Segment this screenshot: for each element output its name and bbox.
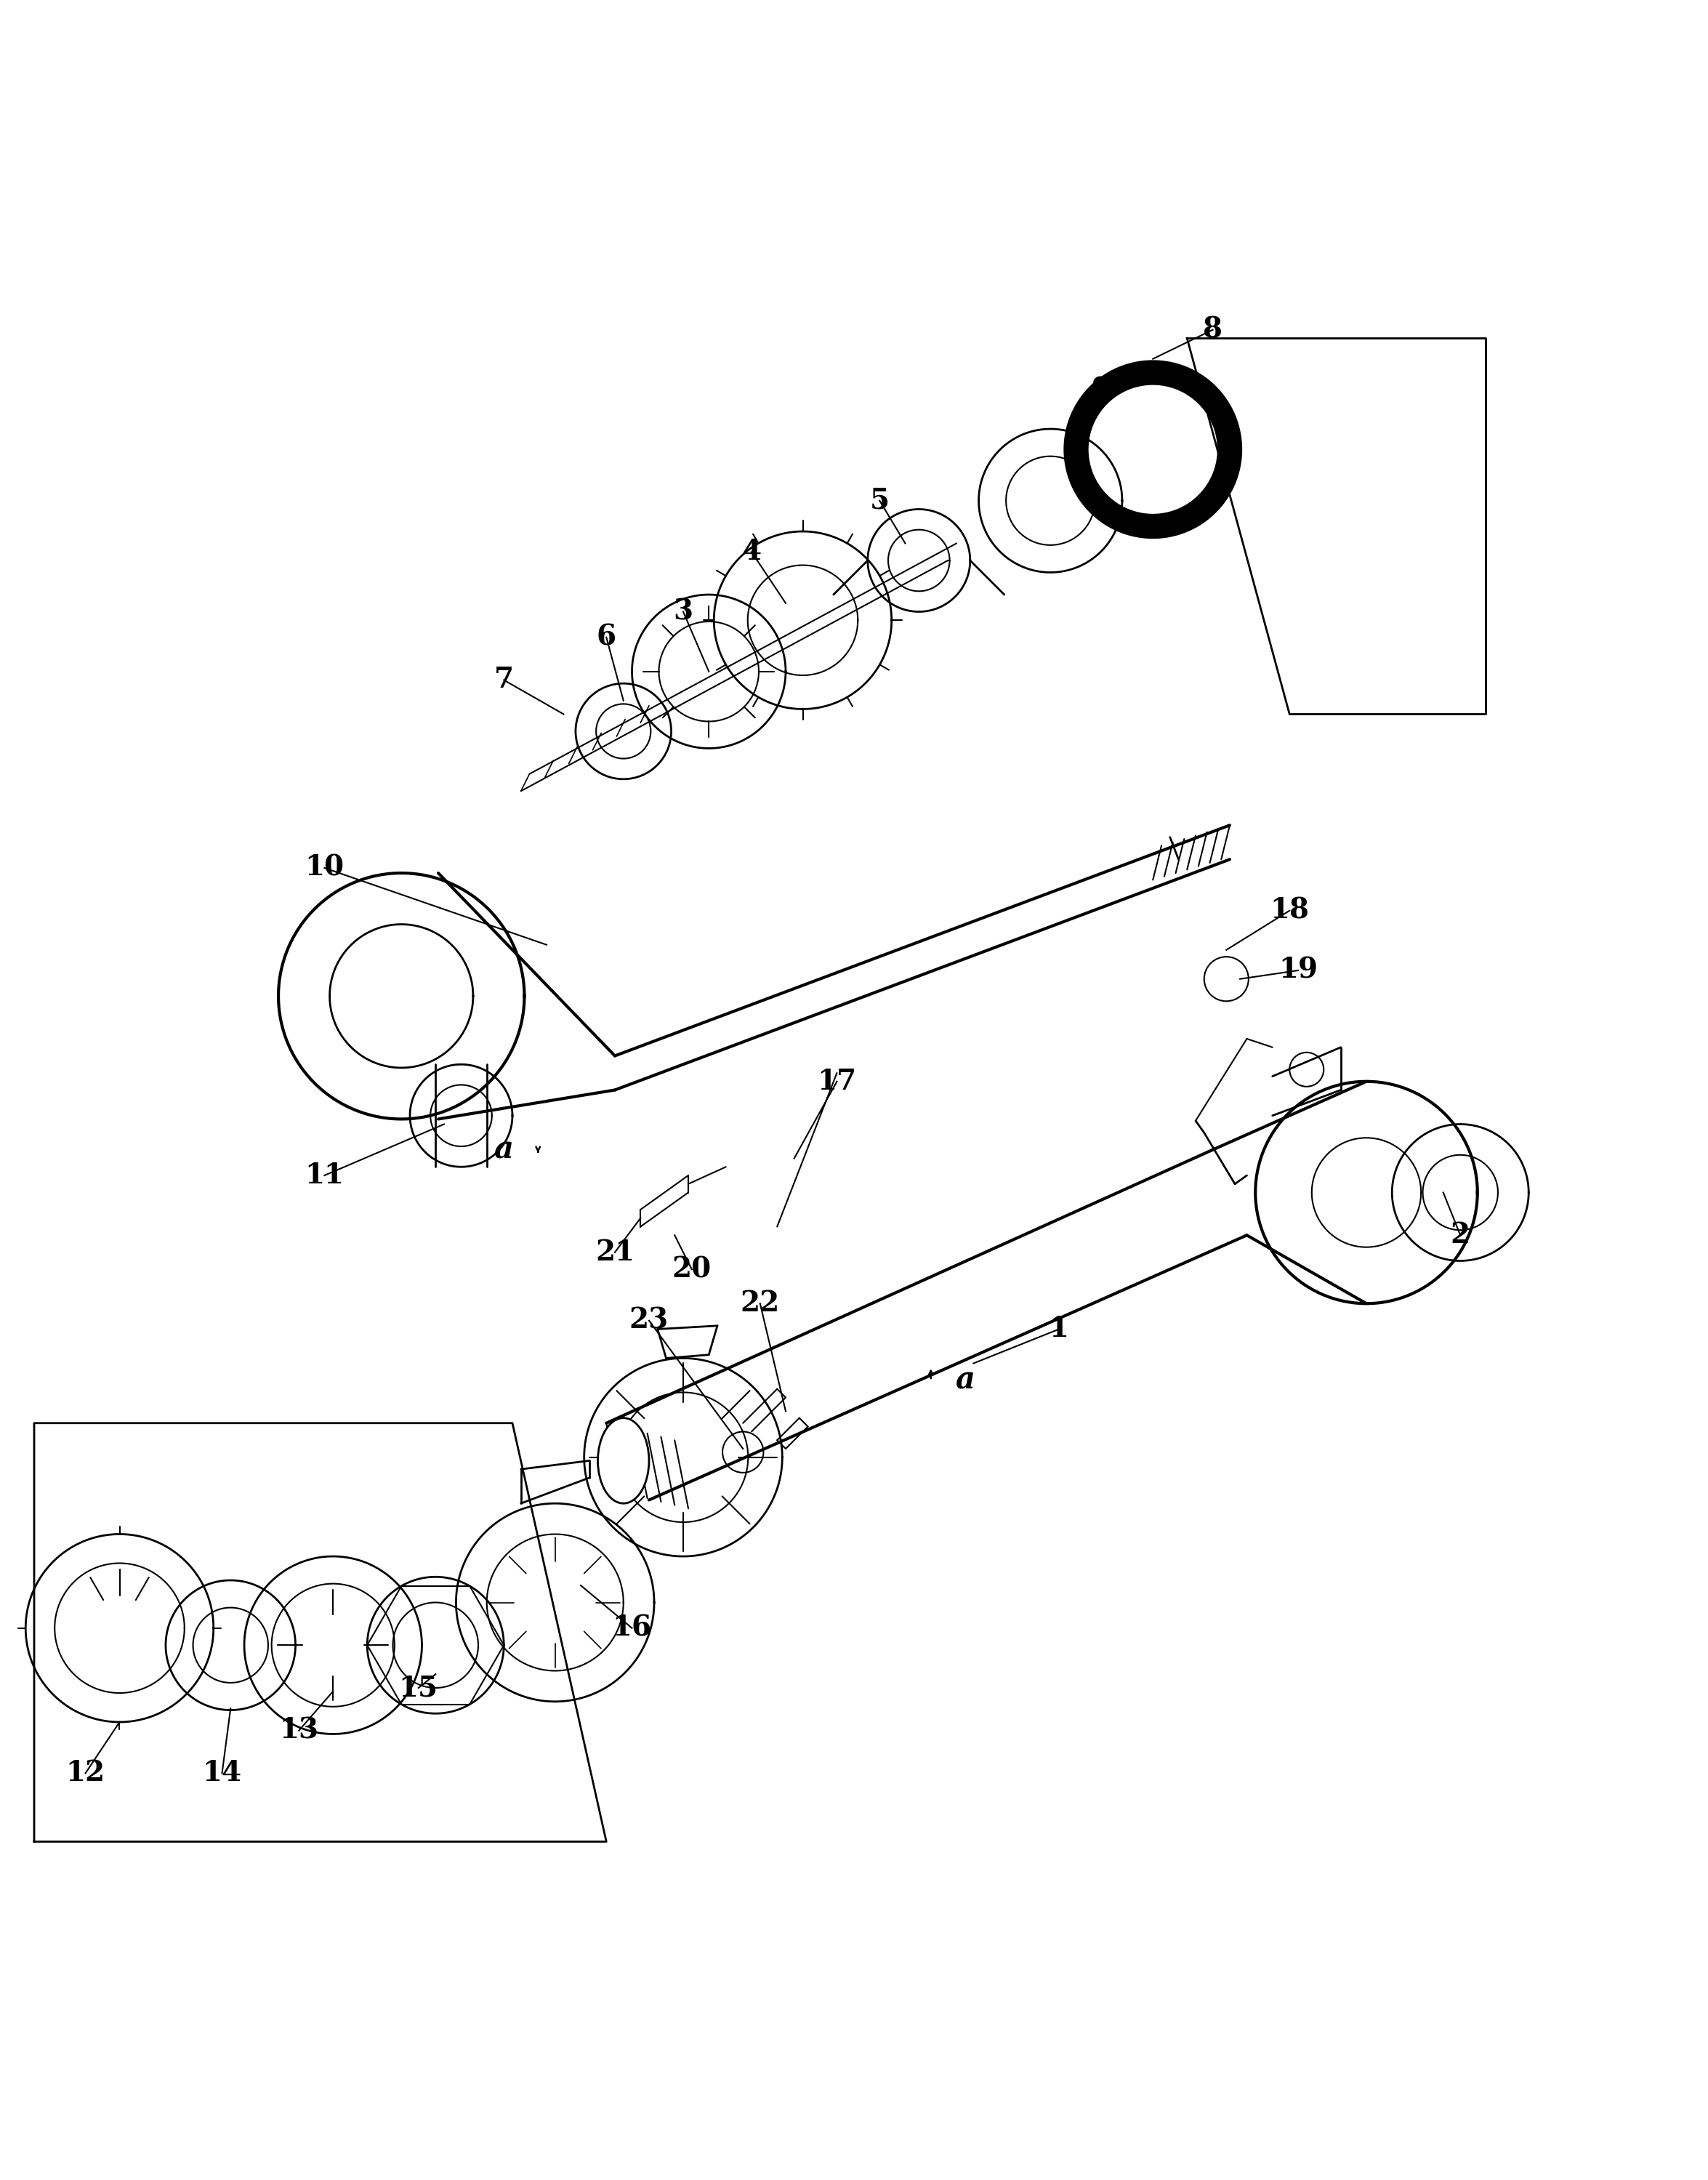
Text: 5: 5 bbox=[869, 486, 890, 514]
Text: 11: 11 bbox=[306, 1162, 343, 1190]
Text: 18: 18 bbox=[1271, 896, 1308, 924]
Text: 10: 10 bbox=[304, 855, 345, 881]
Ellipse shape bbox=[598, 1417, 649, 1504]
Text: 13: 13 bbox=[278, 1718, 319, 1744]
Text: 12: 12 bbox=[65, 1759, 106, 1788]
Text: 2: 2 bbox=[1450, 1221, 1471, 1249]
Text: 21: 21 bbox=[594, 1238, 635, 1267]
Text: 1: 1 bbox=[1049, 1315, 1069, 1343]
Text: 20: 20 bbox=[671, 1256, 712, 1284]
PathPatch shape bbox=[1064, 360, 1242, 538]
Text: a: a bbox=[494, 1134, 514, 1164]
Text: 8: 8 bbox=[1202, 316, 1223, 344]
Text: a: a bbox=[955, 1365, 975, 1395]
Text: 17: 17 bbox=[816, 1068, 857, 1094]
Text: 23: 23 bbox=[629, 1306, 670, 1334]
Text: 7: 7 bbox=[494, 667, 514, 693]
Text: 15: 15 bbox=[398, 1674, 439, 1703]
Text: 9: 9 bbox=[1091, 375, 1112, 403]
Text: 6: 6 bbox=[596, 623, 617, 652]
Text: 22: 22 bbox=[740, 1291, 781, 1317]
Text: 16: 16 bbox=[611, 1613, 652, 1642]
Text: 19: 19 bbox=[1278, 957, 1319, 983]
Text: 14: 14 bbox=[202, 1759, 243, 1788]
Text: 4: 4 bbox=[741, 538, 762, 567]
Text: 3: 3 bbox=[673, 597, 693, 626]
